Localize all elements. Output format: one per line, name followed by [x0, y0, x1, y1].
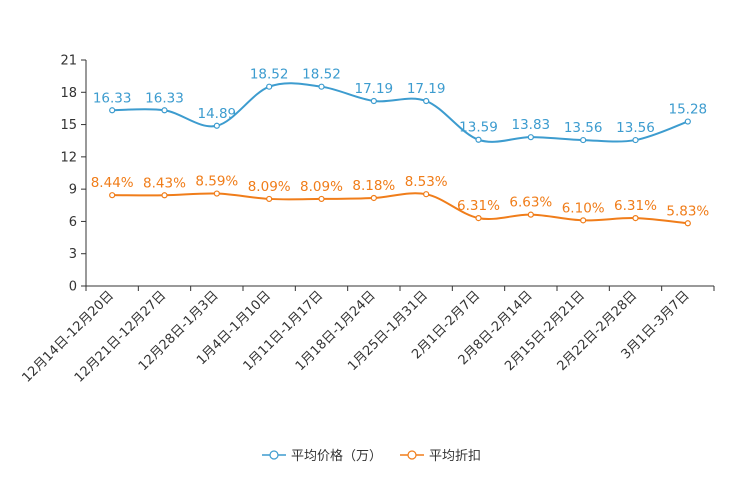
legend-marker-icon	[269, 450, 279, 460]
series-0-point[interactable]	[632, 136, 639, 144]
legend-marker-icon	[407, 450, 417, 460]
series-0-point[interactable]	[109, 107, 116, 114]
series-1-point[interactable]	[527, 211, 534, 218]
y-tick-label: 9	[69, 183, 77, 198]
series-1-point[interactable]	[213, 190, 220, 197]
x-tick-label: 12月21日-12月27日	[72, 288, 169, 385]
series-0-data-label: 13.56	[616, 120, 655, 136]
series-1: 8.44% 8.43% 8.59% 8.09% 8.09% 8.18% 8.53% 6.31%…	[91, 174, 709, 227]
legend-item-0[interactable]: 平均价格（万）	[262, 448, 382, 464]
series-0-data-label: 17.19	[407, 81, 446, 97]
series-1-point[interactable]	[475, 214, 482, 222]
y-tick-label: 18	[60, 86, 77, 101]
series-0-point[interactable]	[318, 83, 325, 90]
series-1-point[interactable]	[161, 192, 168, 199]
series-0-point[interactable]	[213, 122, 220, 129]
series-1-data-label: 6.63%	[509, 195, 552, 211]
series-1-point[interactable]	[580, 217, 587, 224]
series-layer: 16.33 16.33 14.89 18.52 18.52 17.19 17.19 13.59…	[91, 67, 709, 227]
series-1-data-label: 6.31%	[457, 198, 500, 214]
series-0-point[interactable]	[475, 136, 482, 143]
series-1-point[interactable]	[370, 194, 377, 202]
series-0-data-label: 14.89	[198, 106, 237, 122]
series-0-data-label: 17.19	[355, 81, 394, 97]
series-0-point[interactable]	[161, 107, 168, 114]
series-0-point[interactable]	[423, 97, 430, 105]
series-0-point[interactable]	[370, 97, 377, 105]
y-tick-label: 3	[69, 247, 77, 262]
series-1-data-label: 5.83%	[666, 203, 709, 219]
series-1-data-label: 6.31%	[614, 198, 657, 214]
series-1-data-label: 8.53%	[405, 174, 448, 190]
series-0-data-label: 16.33	[145, 90, 184, 106]
series-0-data-label: 13.83	[512, 117, 551, 133]
series-0-data-label: 15.28	[669, 102, 708, 118]
series-0-point[interactable]	[527, 134, 534, 141]
series-0-data-label: 13.56	[564, 120, 603, 136]
x-tick-label: 12月14日-12月20日	[20, 288, 117, 385]
series-1-data-label: 8.43%	[143, 175, 186, 191]
series-1-data-label: 8.59%	[195, 174, 238, 190]
series-1-point[interactable]	[318, 195, 325, 203]
legend-item-1[interactable]: 平均折扣	[400, 449, 481, 464]
series-1-data-label: 6.10%	[562, 200, 605, 216]
chart-legend[interactable]: 平均价格（万） 平均折扣	[262, 448, 481, 464]
series-1-line	[112, 192, 688, 225]
legend-label: 平均价格（万）	[291, 448, 382, 464]
series-0-data-label: 16.33	[93, 90, 132, 106]
y-tick-label: 12	[60, 150, 77, 165]
y-tick-label: 21	[60, 54, 77, 69]
series-0-data-label: 18.52	[302, 67, 341, 83]
series-1-data-label: 8.18%	[352, 178, 395, 194]
series-1-point[interactable]	[266, 195, 273, 203]
series-1-point[interactable]	[423, 191, 430, 198]
y-tick-label: 6	[69, 215, 77, 230]
series-1-data-label: 8.44%	[91, 175, 134, 191]
series-1-point[interactable]	[109, 192, 116, 199]
series-1-point[interactable]	[684, 220, 691, 227]
legend-label: 平均折扣	[429, 449, 481, 464]
series-0-point[interactable]	[684, 118, 691, 125]
series-1-point[interactable]	[632, 214, 639, 222]
series-1-data-label: 8.09%	[248, 179, 291, 195]
series-0-point[interactable]	[580, 136, 587, 144]
y-tick-label: 0	[69, 280, 77, 295]
series-0: 16.33 16.33 14.89 18.52 18.52 17.19 17.19 13.59…	[93, 67, 708, 144]
y-tick-label: 15	[60, 118, 77, 133]
series-0-point[interactable]	[266, 83, 273, 90]
series-0-data-label: 18.52	[250, 67, 289, 83]
series-1-data-label: 8.09%	[300, 179, 343, 195]
series-0-data-label: 13.59	[459, 120, 498, 136]
